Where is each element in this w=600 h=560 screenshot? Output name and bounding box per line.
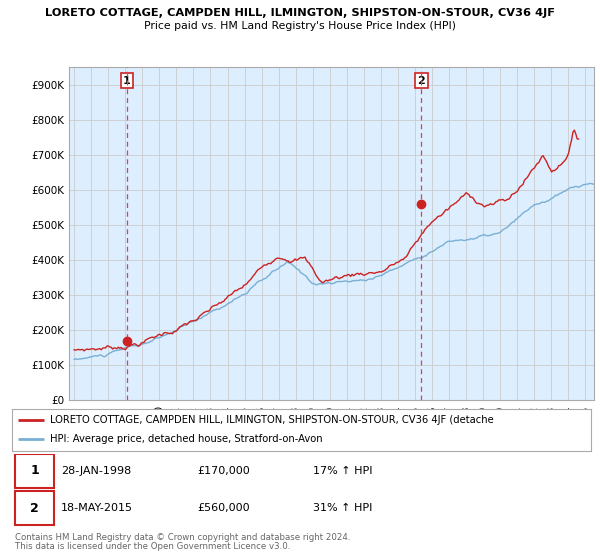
- Text: £170,000: £170,000: [197, 466, 250, 476]
- Text: 2: 2: [30, 502, 39, 515]
- Text: LORETO COTTAGE, CAMPDEN HILL, ILMINGTON, SHIPSTON-ON-STOUR, CV36 4JF: LORETO COTTAGE, CAMPDEN HILL, ILMINGTON,…: [45, 8, 555, 18]
- Text: Contains HM Land Registry data © Crown copyright and database right 2024.: Contains HM Land Registry data © Crown c…: [15, 533, 350, 542]
- Text: Price paid vs. HM Land Registry's House Price Index (HPI): Price paid vs. HM Land Registry's House …: [144, 21, 456, 31]
- FancyBboxPatch shape: [15, 492, 54, 525]
- Text: This data is licensed under the Open Government Licence v3.0.: This data is licensed under the Open Gov…: [15, 542, 290, 550]
- Text: 1: 1: [123, 76, 130, 86]
- FancyBboxPatch shape: [15, 454, 54, 488]
- Text: LORETO COTTAGE, CAMPDEN HILL, ILMINGTON, SHIPSTON-ON-STOUR, CV36 4JF (detache: LORETO COTTAGE, CAMPDEN HILL, ILMINGTON,…: [50, 415, 493, 425]
- Text: 18-MAY-2015: 18-MAY-2015: [61, 503, 133, 513]
- Text: 2: 2: [418, 76, 425, 86]
- Text: HPI: Average price, detached house, Stratford-on-Avon: HPI: Average price, detached house, Stra…: [50, 435, 322, 445]
- Text: 1: 1: [30, 464, 39, 478]
- Text: 17% ↑ HPI: 17% ↑ HPI: [313, 466, 373, 476]
- Text: 28-JAN-1998: 28-JAN-1998: [61, 466, 131, 476]
- Text: £560,000: £560,000: [197, 503, 250, 513]
- Text: 31% ↑ HPI: 31% ↑ HPI: [313, 503, 373, 513]
